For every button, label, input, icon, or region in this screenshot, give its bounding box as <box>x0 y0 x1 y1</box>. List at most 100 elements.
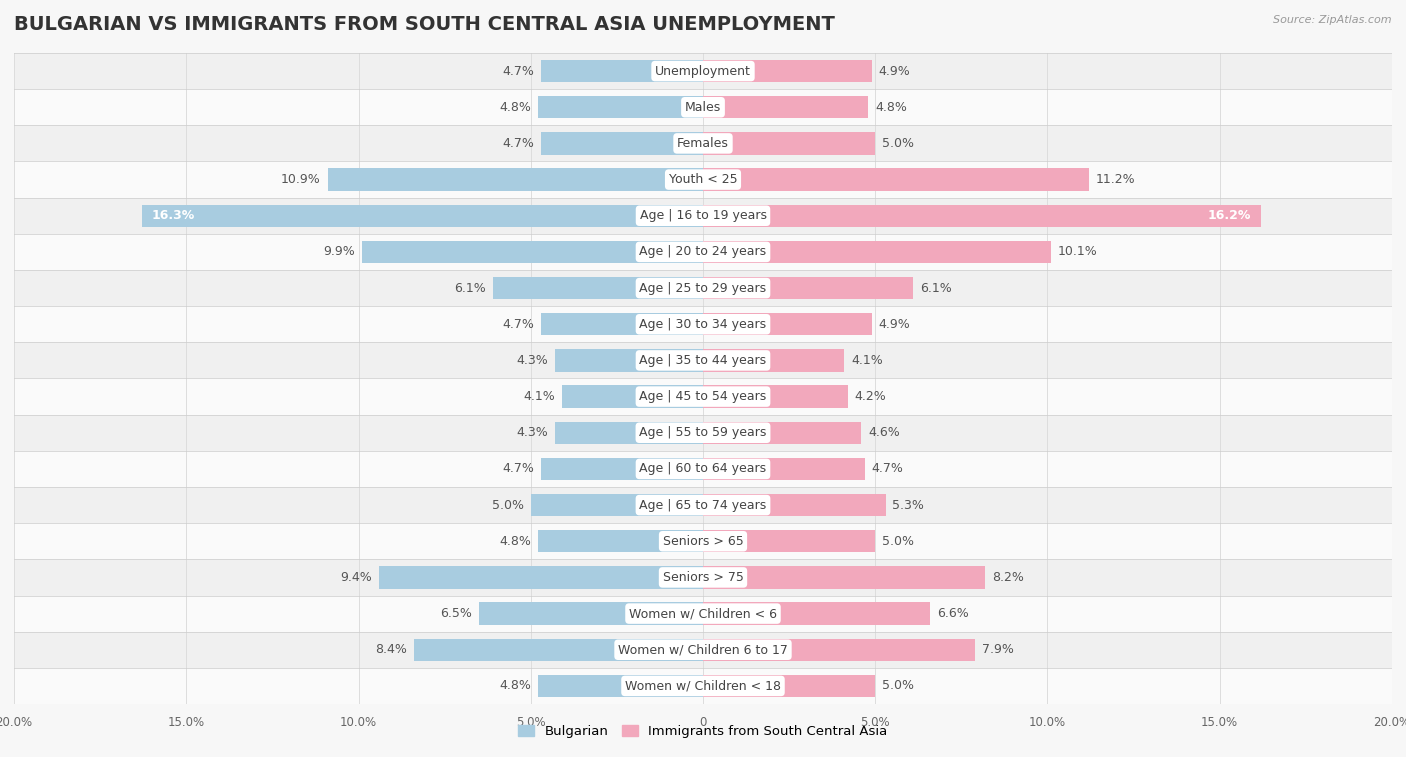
Bar <box>537 674 703 697</box>
Text: 10.1%: 10.1% <box>1057 245 1098 258</box>
Text: Age | 35 to 44 years: Age | 35 to 44 years <box>640 354 766 367</box>
Text: 7.9%: 7.9% <box>981 643 1014 656</box>
Bar <box>703 422 862 444</box>
Bar <box>537 530 703 553</box>
Bar <box>703 494 886 516</box>
Bar <box>142 204 703 227</box>
Text: 9.9%: 9.9% <box>323 245 356 258</box>
Bar <box>14 342 1392 378</box>
Text: Age | 16 to 19 years: Age | 16 to 19 years <box>640 209 766 223</box>
Legend: Bulgarian, Immigrants from South Central Asia: Bulgarian, Immigrants from South Central… <box>513 719 893 743</box>
Bar <box>703 603 931 625</box>
Text: Women w/ Children < 18: Women w/ Children < 18 <box>626 680 780 693</box>
Text: 4.7%: 4.7% <box>502 463 534 475</box>
Text: Women w/ Children < 6: Women w/ Children < 6 <box>628 607 778 620</box>
Text: 5.0%: 5.0% <box>882 534 914 548</box>
Bar <box>14 668 1392 704</box>
Bar <box>14 89 1392 126</box>
Bar <box>703 674 875 697</box>
Text: 4.8%: 4.8% <box>499 680 531 693</box>
Text: 5.0%: 5.0% <box>882 680 914 693</box>
Bar <box>703 241 1050 263</box>
Bar <box>703 530 875 553</box>
Bar <box>703 60 872 83</box>
Text: 4.3%: 4.3% <box>516 354 548 367</box>
Text: 6.5%: 6.5% <box>440 607 472 620</box>
Text: 9.4%: 9.4% <box>340 571 373 584</box>
Bar <box>14 126 1392 161</box>
Text: 4.8%: 4.8% <box>875 101 907 114</box>
Text: 11.2%: 11.2% <box>1095 173 1135 186</box>
Text: 4.1%: 4.1% <box>523 390 555 403</box>
Text: 16.2%: 16.2% <box>1208 209 1251 223</box>
Text: 10.9%: 10.9% <box>281 173 321 186</box>
Bar <box>537 96 703 118</box>
Text: 8.2%: 8.2% <box>993 571 1024 584</box>
Bar <box>494 277 703 299</box>
Bar <box>380 566 703 589</box>
Text: 4.7%: 4.7% <box>502 64 534 77</box>
Bar <box>14 270 1392 306</box>
Bar <box>703 132 875 154</box>
Bar <box>703 277 912 299</box>
Bar <box>14 234 1392 270</box>
Bar <box>703 96 869 118</box>
Text: 4.1%: 4.1% <box>851 354 883 367</box>
Text: 4.9%: 4.9% <box>879 318 911 331</box>
Bar <box>14 523 1392 559</box>
Text: 16.3%: 16.3% <box>152 209 195 223</box>
Bar <box>14 451 1392 487</box>
Text: 4.8%: 4.8% <box>499 534 531 548</box>
Bar <box>562 385 703 408</box>
Bar <box>14 198 1392 234</box>
Text: 6.1%: 6.1% <box>454 282 486 294</box>
Text: Seniors > 65: Seniors > 65 <box>662 534 744 548</box>
Bar <box>14 161 1392 198</box>
Text: 8.4%: 8.4% <box>375 643 406 656</box>
Bar <box>14 559 1392 596</box>
Text: Age | 55 to 59 years: Age | 55 to 59 years <box>640 426 766 439</box>
Bar <box>328 168 703 191</box>
Bar <box>14 631 1392 668</box>
Text: 5.0%: 5.0% <box>492 499 524 512</box>
Text: Males: Males <box>685 101 721 114</box>
Bar <box>413 639 703 661</box>
Bar <box>703 204 1261 227</box>
Bar <box>14 378 1392 415</box>
Bar <box>541 458 703 480</box>
Text: Age | 25 to 29 years: Age | 25 to 29 years <box>640 282 766 294</box>
Text: 5.3%: 5.3% <box>893 499 924 512</box>
Bar <box>479 603 703 625</box>
Bar <box>541 313 703 335</box>
Text: 6.1%: 6.1% <box>920 282 952 294</box>
Text: 4.8%: 4.8% <box>499 101 531 114</box>
Text: 4.7%: 4.7% <box>502 137 534 150</box>
Bar <box>541 60 703 83</box>
Text: 6.6%: 6.6% <box>938 607 969 620</box>
Text: 4.2%: 4.2% <box>855 390 886 403</box>
Bar <box>531 494 703 516</box>
Text: Youth < 25: Youth < 25 <box>669 173 737 186</box>
Bar <box>703 313 872 335</box>
Bar <box>703 168 1088 191</box>
Text: Age | 45 to 54 years: Age | 45 to 54 years <box>640 390 766 403</box>
Bar <box>14 596 1392 631</box>
Text: Age | 65 to 74 years: Age | 65 to 74 years <box>640 499 766 512</box>
Bar <box>14 487 1392 523</box>
Text: 4.7%: 4.7% <box>502 318 534 331</box>
Bar <box>703 458 865 480</box>
Text: BULGARIAN VS IMMIGRANTS FROM SOUTH CENTRAL ASIA UNEMPLOYMENT: BULGARIAN VS IMMIGRANTS FROM SOUTH CENTR… <box>14 15 835 34</box>
Bar <box>703 349 844 372</box>
Bar <box>703 566 986 589</box>
Bar <box>703 639 976 661</box>
Bar <box>361 241 703 263</box>
Bar <box>14 306 1392 342</box>
Text: Seniors > 75: Seniors > 75 <box>662 571 744 584</box>
Bar <box>555 422 703 444</box>
Text: Females: Females <box>678 137 728 150</box>
Text: Age | 20 to 24 years: Age | 20 to 24 years <box>640 245 766 258</box>
Bar <box>14 415 1392 451</box>
Bar <box>703 385 848 408</box>
Text: Age | 60 to 64 years: Age | 60 to 64 years <box>640 463 766 475</box>
Text: Women w/ Children 6 to 17: Women w/ Children 6 to 17 <box>619 643 787 656</box>
